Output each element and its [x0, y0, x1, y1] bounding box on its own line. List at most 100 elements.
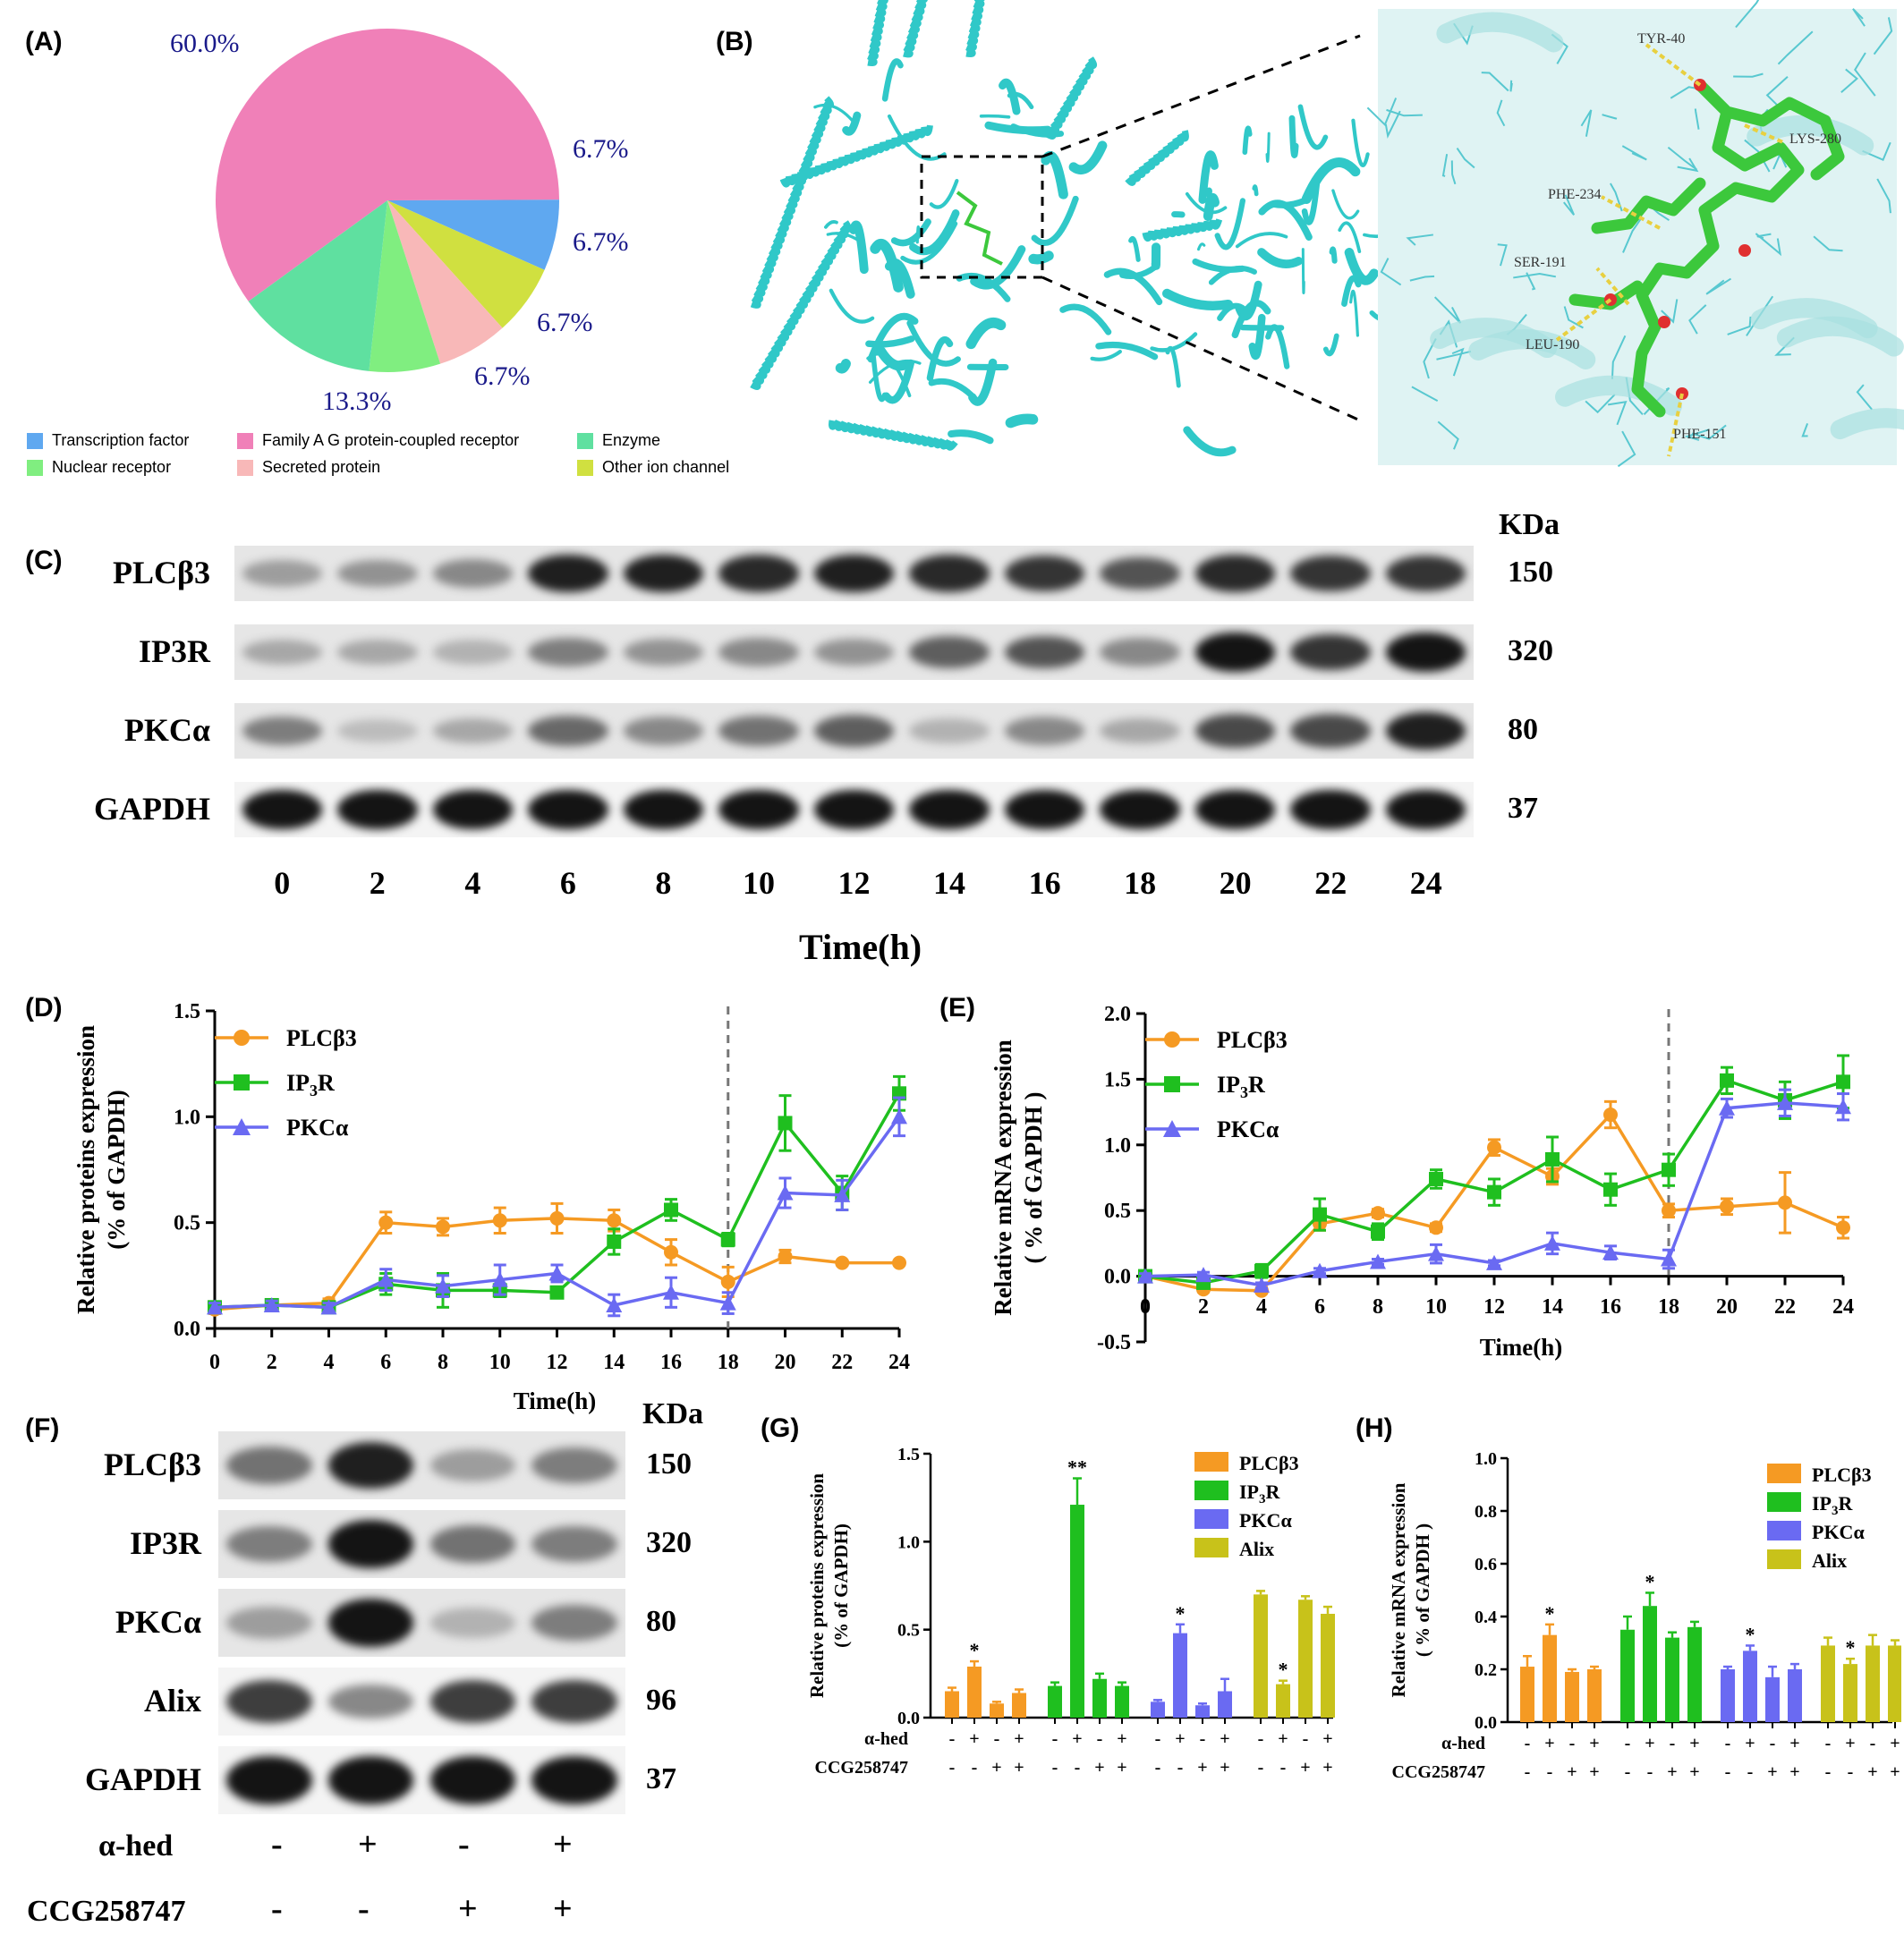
y-tick-label: 0.5	[897, 1621, 920, 1641]
data-point	[1254, 1277, 1270, 1293]
legend-label: Alix	[1812, 1549, 1847, 1572]
data-point	[1137, 1268, 1153, 1284]
data-point	[436, 1219, 450, 1235]
helix	[1142, 218, 1223, 242]
beta-strand	[1265, 132, 1271, 163]
beta-strand	[1128, 235, 1141, 262]
bar	[1276, 1684, 1290, 1718]
residue-sticks	[1661, 299, 1679, 324]
blot-band	[531, 1680, 617, 1723]
panel-label-c: (C)	[25, 546, 63, 575]
backbone-ribbon	[1830, 408, 1904, 440]
pie-legend-item: Transcription factor	[27, 431, 189, 450]
treat1-sign: +	[1220, 1729, 1229, 1749]
x-tick-label: 0	[1140, 1295, 1151, 1319]
helix	[1045, 56, 1098, 140]
data-point	[492, 1213, 507, 1228]
y-tick-label: 0.6	[1475, 1555, 1497, 1574]
beta-strand	[1005, 413, 1039, 429]
blot-kda-value: 37	[1508, 792, 1538, 825]
blot-band	[429, 1525, 516, 1563]
beta-strand	[1090, 350, 1122, 361]
pie-slice	[369, 200, 441, 372]
x-axis-label: Time(h)	[1480, 1334, 1563, 1361]
ligand-binding-detail: TYR-40 LYS-280 PHE-234 SER-191 LEU-190 PHE-15…	[1366, 0, 1904, 468]
oxygen-atom	[1738, 244, 1751, 257]
x-tick-label: 10	[489, 1351, 511, 1374]
treat2-sign: +	[1197, 1758, 1207, 1778]
legend-swatch	[577, 459, 593, 476]
data-point	[664, 1202, 678, 1218]
residue-sticks	[1735, 0, 1760, 29]
blot-band	[531, 1526, 617, 1562]
treat2-sign: +	[1220, 1758, 1229, 1778]
y-tick-label: 1.5	[174, 1000, 200, 1023]
hydrogen-bond	[1555, 298, 1612, 342]
y-tick-label: 0.5	[174, 1212, 200, 1235]
beta-strand	[1338, 221, 1362, 253]
data-point	[1487, 1184, 1501, 1200]
y-tick-label: 1.0	[174, 1106, 200, 1129]
treat1-sign: +	[1689, 1734, 1699, 1753]
treat2-label: CCG258747	[815, 1758, 908, 1778]
beta-strand	[1269, 197, 1307, 208]
pie-legend-item: Enzyme	[577, 431, 660, 450]
residue-sticks	[1777, 30, 1814, 65]
residue-sticks	[1437, 420, 1459, 450]
residue-sticks	[1366, 98, 1398, 127]
blot-band	[327, 1520, 414, 1568]
treat1-sign: -	[1155, 1729, 1161, 1749]
beta-strand	[1288, 115, 1299, 158]
backbone-ribbon	[1430, 318, 1558, 359]
y-axis-label: (% of GAPDH)	[830, 1523, 852, 1648]
beta-strand	[1341, 275, 1362, 307]
data-point	[1603, 1182, 1618, 1197]
x-tick-label: 4	[324, 1351, 335, 1374]
x-tick-label: 20	[1716, 1295, 1738, 1319]
y-tick-label: 1.0	[897, 1532, 920, 1552]
residue-sticks	[1765, 76, 1789, 107]
residue-sticks	[1496, 99, 1506, 127]
x-tick-label: 2	[267, 1351, 277, 1374]
data-point	[777, 1184, 794, 1201]
treat1-sign: +	[1789, 1734, 1799, 1753]
blot-band	[226, 1607, 312, 1639]
legend-label: Enzyme	[602, 431, 661, 449]
data-point	[1777, 1094, 1793, 1110]
blot-strip	[234, 703, 1474, 759]
x-tick-label: 0	[209, 1351, 220, 1374]
blot-band	[327, 1756, 414, 1804]
y-tick-label: 1.5	[1104, 1068, 1131, 1091]
residue-sticks	[1436, 350, 1472, 361]
x-tick-label: 18	[718, 1351, 739, 1374]
blot-row-label: IP3R	[139, 633, 210, 669]
significance-star: *	[970, 1639, 980, 1661]
pie-value-label: 13.3%	[322, 386, 392, 416]
data-point	[1544, 1235, 1560, 1251]
y-axis-label: Relative mRNA expression	[1388, 1482, 1409, 1697]
treat2-sign: +	[1789, 1762, 1799, 1782]
legend-swatch	[577, 432, 593, 449]
treat1-sign: +	[1589, 1734, 1599, 1753]
blot-c-lane-label: 16	[1028, 865, 1061, 901]
data-point	[834, 1186, 851, 1202]
residue-sticks	[1691, 424, 1727, 440]
data-point	[607, 1234, 622, 1249]
blot-band	[1004, 790, 1085, 829]
bar	[1048, 1685, 1062, 1718]
x-tick-label: 24	[1832, 1295, 1854, 1319]
bar	[1687, 1626, 1702, 1722]
bar	[1543, 1634, 1557, 1722]
blot-band	[1194, 714, 1276, 748]
hydrogen-bond	[1645, 43, 1702, 87]
y-tick-label: 1.0	[1475, 1449, 1497, 1469]
blot-strip	[234, 782, 1474, 837]
helix	[1125, 130, 1189, 186]
legend-label: PKCα	[286, 1115, 349, 1141]
treat1-sign: -	[994, 1729, 1000, 1749]
ligand-small	[956, 191, 1003, 266]
blot-band	[1004, 717, 1085, 745]
hydrogen-bond	[1601, 195, 1661, 230]
blot-c-lane-label: 18	[1124, 865, 1157, 901]
treat2-sign: -	[1547, 1762, 1553, 1782]
